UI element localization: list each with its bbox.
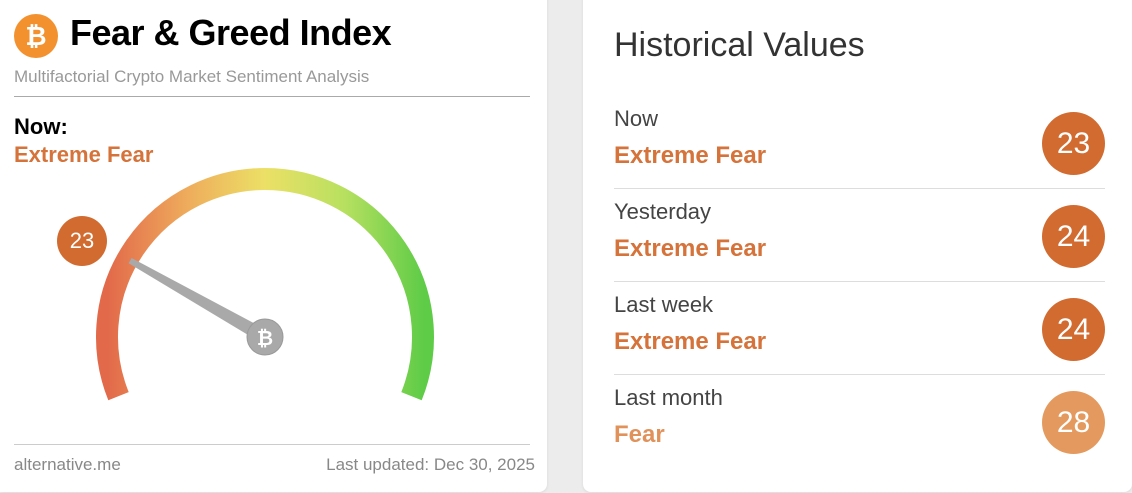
- subtitle: Multifactorial Crypto Market Sentiment A…: [14, 67, 370, 86]
- period-label: Yesterday: [614, 199, 712, 224]
- gauge-arc: [96, 168, 434, 401]
- page-title: Fear & Greed Index: [70, 12, 392, 53]
- value-badge: 28: [1042, 391, 1105, 454]
- value-badge: 23: [1042, 112, 1105, 175]
- now-label: Now:: [14, 114, 68, 139]
- gauge-needle: [128, 258, 269, 344]
- row-divider: [614, 374, 1105, 375]
- now-classification: Extreme Fear: [14, 142, 154, 167]
- historical-row: Yesterday Extreme Fear 24: [614, 189, 1105, 282]
- historical-title: Historical Values: [614, 26, 865, 64]
- footer-divider: [14, 444, 530, 445]
- row-divider: [614, 188, 1105, 189]
- historical-row: Now Extreme Fear 23: [614, 96, 1105, 189]
- classification: Extreme Fear: [614, 142, 767, 169]
- classification: Extreme Fear: [614, 235, 767, 262]
- historical-row: Last week Extreme Fear 24: [614, 282, 1105, 375]
- value-badge: 24: [1042, 205, 1105, 268]
- last-updated: Last updated: Dec 30, 2025: [326, 455, 535, 474]
- historical-row: Last month Fear 28: [614, 375, 1105, 468]
- divider: [14, 96, 530, 97]
- bitcoin-icon: ₿: [14, 14, 58, 58]
- historical-card: Historical Values Now Extreme Fear 23 Ye…: [583, 0, 1132, 492]
- bitcoin-icon: ₿: [257, 328, 273, 350]
- period-label: Now: [614, 106, 659, 131]
- period-label: Last week: [614, 292, 714, 317]
- value-badge: 24: [1042, 298, 1105, 361]
- row-divider: [614, 281, 1105, 282]
- fear-greed-card: ₿ Fear & Greed Index Multifactorial Cryp…: [0, 0, 547, 492]
- period-label: Last month: [614, 385, 723, 410]
- source-link[interactable]: alternative.me: [14, 455, 121, 474]
- classification: Extreme Fear: [614, 328, 767, 355]
- needle-hub: [246, 318, 284, 356]
- now-value-badge: 23: [57, 216, 107, 266]
- gauge: ₿: [96, 168, 434, 401]
- classification: Fear: [614, 421, 665, 448]
